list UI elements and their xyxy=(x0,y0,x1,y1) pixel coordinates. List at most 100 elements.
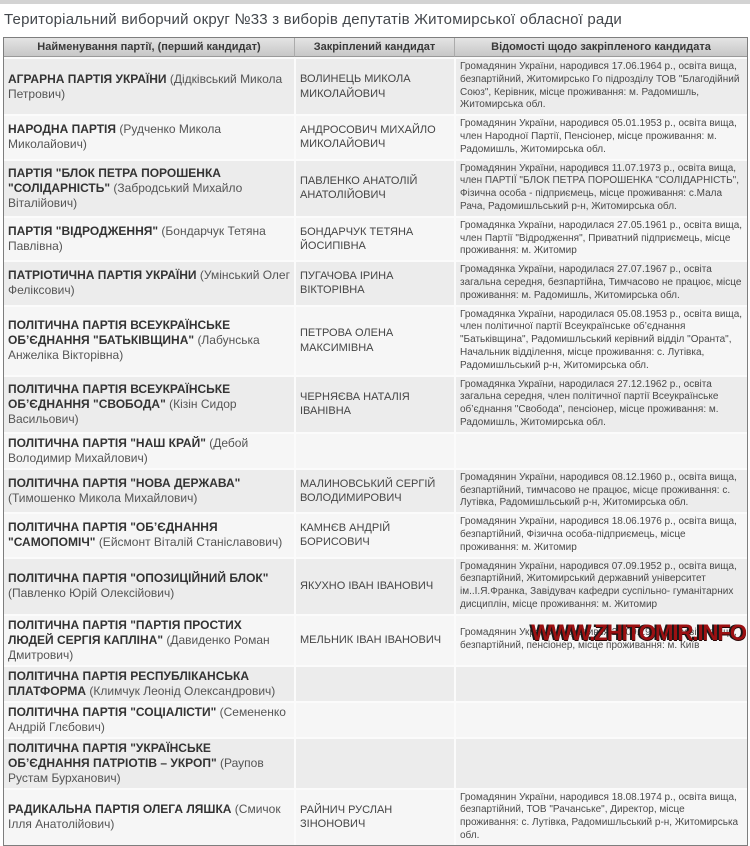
candidate-cell xyxy=(294,431,454,468)
first-candidate: (Дебой Володимир Михайлович) xyxy=(8,435,249,465)
table-row: ПОЛІТИЧНА ПАРТІЯ "НОВА ДЕРЖАВА" (Тимошен… xyxy=(4,467,747,513)
candidates-table: Найменування партії, (перший кандидат) З… xyxy=(4,38,747,845)
info-cell xyxy=(454,736,747,788)
party-name: ПОЛІТИЧНА ПАРТІЯ "ОПОЗИЦІЙНИЙ БЛОК" xyxy=(8,571,269,586)
party-cell: ПАРТІЯ "ВІДРОДЖЕННЯ" (Бондарчук Тетяна П… xyxy=(4,215,294,261)
first-candidate: (Лабунська Анжеліка Вікторівна) xyxy=(8,333,260,363)
info-cell: Громадянин України, народився 18.08.1974… xyxy=(454,787,747,845)
first-candidate: (Кізін Сидор Васильович) xyxy=(8,396,237,426)
candidate-cell: МАЛИНОВСЬКИЙ СЕРГІЙ ВОЛОДИМИРОВИЧ xyxy=(294,467,454,513)
table-row: НАРОДНА ПАРТІЯ (Рудченко Микола Миколайо… xyxy=(4,114,747,159)
candidate-cell: КАМНЄВ АНДРІЙ БОРИСОВИЧ xyxy=(294,512,454,557)
column-header-party: Найменування партії, (перший кандидат) xyxy=(4,38,294,57)
table-header: Найменування партії, (перший кандидат) З… xyxy=(4,38,747,57)
party-name: ПОЛІТИЧНА ПАРТІЯ "ПАРТІЯ ПРОСТИХ ЛЮДЕЙ С… xyxy=(8,617,242,647)
party-cell: ПАРТІЯ "БЛОК ПЕТРА ПОРОШЕНКА "СОЛІДАРНІС… xyxy=(4,158,294,216)
party-cell: ПОЛІТИЧНА ПАРТІЯ "СОЦІАЛІСТИ" (Семененко… xyxy=(4,700,294,737)
info-cell: Громадянин України, народився 11.07.1973… xyxy=(454,158,747,216)
party-name: ПАТРІОТИЧНА ПАРТІЯ УКРАЇНИ xyxy=(8,268,197,283)
party-name: ПОЛІТИЧНА ПАРТІЯ "ОБ’ЄДНАННЯ "САМОПОМІЧ" xyxy=(8,520,218,550)
info-cell xyxy=(454,431,747,468)
candidate-cell xyxy=(294,736,454,788)
candidate-cell: ПАВЛЕНКО АНАТОЛІЙ АНАТОЛІЙОВИЧ xyxy=(294,158,454,216)
column-header-info: Відомості щодо закріпленого кандидата xyxy=(454,38,747,57)
info-cell: Громадянин України, народився 18.06.1976… xyxy=(454,512,747,557)
table-row: РАДИКАЛЬНА ПАРТІЯ ОЛЕГА ЛЯШКА (Смичок Іл… xyxy=(4,787,747,845)
watermark-zhitomir-info: WWW.ZHITOMIR.INFO xyxy=(531,620,747,645)
party-cell: ПОЛІТИЧНА ПАРТІЯ ВСЕУКРАЇНСЬКЕ ОБ’ЄДНАНН… xyxy=(4,374,294,432)
first-candidate: (Умінський Олег Феліксович) xyxy=(8,268,290,298)
table-row: ПАРТІЯ "БЛОК ПЕТРА ПОРОШЕНКА "СОЛІДАРНІС… xyxy=(4,158,747,216)
candidate-cell: ЯКУХНО ІВАН ІВАНОВИЧ xyxy=(294,556,454,614)
party-name: ПОЛІТИЧНА ПАРТІЯ "СОЦІАЛІСТИ" xyxy=(8,704,217,719)
party-cell: ПОЛІТИЧНА ПАРТІЯ "НОВА ДЕРЖАВА" (Тимошен… xyxy=(4,467,294,513)
party-cell: АГРАРНА ПАРТІЯ УКРАЇНИ (Дідківський Мико… xyxy=(4,57,294,115)
party-name: ПОЛІТИЧНА ПАРТІЯ ВСЕУКРАЇНСЬКЕ ОБ’ЄДНАНН… xyxy=(8,381,231,411)
first-candidate: (Ейсмонт Віталій Станіславович) xyxy=(98,535,283,550)
table-row: ПОЛІТИЧНА ПАРТІЯ ВСЕУКРАЇНСЬКЕ ОБ’ЄДНАНН… xyxy=(4,304,747,375)
table-row: ПОЛІТИЧНА ПАРТІЯ ВСЕУКРАЇНСЬКЕ ОБ’ЄДНАНН… xyxy=(4,374,747,432)
info-cell: Громадянка України, народилася 27.05.196… xyxy=(454,215,747,261)
party-name: АГРАРНА ПАРТІЯ УКРАЇНИ xyxy=(8,71,167,86)
candidate-cell xyxy=(294,700,454,737)
party-cell: ПОЛІТИЧНА ПАРТІЯ РЕСПУБЛІКАНСЬКА ПЛАТФОР… xyxy=(4,664,294,701)
info-cell: Громадянка України, народилася 27.12.196… xyxy=(454,374,747,432)
candidate-cell: ПУГАЧОВА ІРИНА ВІКТОРІВНА xyxy=(294,260,454,305)
party-name: НАРОДНА ПАРТІЯ xyxy=(8,122,116,137)
party-name: ПАРТІЯ "ВІДРОДЖЕННЯ" xyxy=(8,223,159,238)
first-candidate: (Дідківський Микола Петрович) xyxy=(8,71,283,101)
candidate-cell: МЕЛЬНИК ІВАН ІВАНОВИЧ xyxy=(294,613,454,665)
candidate-cell xyxy=(294,664,454,701)
first-candidate: (Забродський Михайло Віталійович) xyxy=(8,180,243,210)
party-name: ПОЛІТИЧНА ПАРТІЯ "УКРАЇНСЬКЕ ОБ’ЄДНАННЯ … xyxy=(8,740,217,770)
first-candidate: (Климчук Леонід Олександрович) xyxy=(89,683,276,698)
table-row: ПОЛІТИЧНА ПАРТІЯ "УКРАЇНСЬКЕ ОБ’ЄДНАННЯ … xyxy=(4,736,747,788)
info-cell xyxy=(454,700,747,737)
party-name: РАДИКАЛЬНА ПАРТІЯ ОЛЕГА ЛЯШКА xyxy=(8,802,232,817)
table-row: ПОЛІТИЧНА ПАРТІЯ РЕСПУБЛІКАНСЬКА ПЛАТФОР… xyxy=(4,664,747,701)
info-cell: Громадянка України, народилася 27.07.196… xyxy=(454,260,747,305)
info-cell: Громадянин України, народився 05.01.1953… xyxy=(454,114,747,159)
top-strip xyxy=(0,0,750,4)
first-candidate: (Рудченко Микола Миколайович) xyxy=(8,122,222,152)
party-cell: ПОЛІТИЧНА ПАРТІЯ ВСЕУКРАЇНСЬКЕ ОБ’ЄДНАНН… xyxy=(4,304,294,375)
table-row: ПОЛІТИЧНА ПАРТІЯ "ОПОЗИЦІЙНИЙ БЛОК" (Пав… xyxy=(4,556,747,614)
party-cell: ПАТРІОТИЧНА ПАРТІЯ УКРАЇНИ (Умінський Ол… xyxy=(4,260,294,305)
party-name: ПАРТІЯ "БЛОК ПЕТРА ПОРОШЕНКА "СОЛІДАРНІС… xyxy=(8,165,221,195)
candidates-table-wrapper: Найменування партії, (перший кандидат) З… xyxy=(3,37,748,846)
table-row: АГРАРНА ПАРТІЯ УКРАЇНИ (Дідківський Мико… xyxy=(4,57,747,115)
table-row: ПАРТІЯ "ВІДРОДЖЕННЯ" (Бондарчук Тетяна П… xyxy=(4,215,747,261)
candidate-cell: БОНДАРЧУК ТЕТЯНА ЙОСИПІВНА xyxy=(294,215,454,261)
first-candidate: (Павленко Юрій Олексійович) xyxy=(8,586,175,601)
first-candidate: (Бондарчук Тетяна Павлівна) xyxy=(8,223,266,253)
info-cell: Громадянин України, народився 07.09.1952… xyxy=(454,556,747,614)
info-cell: Громадянин України, народився 08.12.1960… xyxy=(454,467,747,513)
party-cell: ПОЛІТИЧНА ПАРТІЯ "ОБ’ЄДНАННЯ "САМОПОМІЧ"… xyxy=(4,512,294,557)
candidate-cell: ПЕТРОВА ОЛЕНА МАКСИМІВНА xyxy=(294,304,454,375)
party-cell: ПОЛІТИЧНА ПАРТІЯ "УКРАЇНСЬКЕ ОБ’ЄДНАННЯ … xyxy=(4,736,294,788)
party-name: ПОЛІТИЧНА ПАРТІЯ "НОВА ДЕРЖАВА" xyxy=(8,475,241,490)
party-name: ПОЛІТИЧНА ПАРТІЯ "НАШ КРАЙ" xyxy=(8,435,206,450)
party-cell: НАРОДНА ПАРТІЯ (Рудченко Микола Миколайо… xyxy=(4,114,294,159)
candidate-cell: АНДРОСОВИЧ МИХАЙЛО МИКОЛАЙОВИЧ xyxy=(294,114,454,159)
party-cell: ПОЛІТИЧНА ПАРТІЯ "НАШ КРАЙ" (Дебой Волод… xyxy=(4,431,294,468)
party-cell: РАДИКАЛЬНА ПАРТІЯ ОЛЕГА ЛЯШКА (Смичок Іл… xyxy=(4,787,294,845)
candidate-cell: РАЙНИЧ РУСЛАН ЗІНОНОВИЧ xyxy=(294,787,454,845)
table-row: ПОЛІТИЧНА ПАРТІЯ "НАШ КРАЙ" (Дебой Волод… xyxy=(4,431,747,468)
party-cell: ПОЛІТИЧНА ПАРТІЯ "ПАРТІЯ ПРОСТИХ ЛЮДЕЙ С… xyxy=(4,613,294,665)
candidate-cell: ЧЕРНЯЄВА НАТАЛІЯ ІВАНІВНА xyxy=(294,374,454,432)
table-row: ПАТРІОТИЧНА ПАРТІЯ УКРАЇНИ (Умінський Ол… xyxy=(4,260,747,305)
table-row: ПОЛІТИЧНА ПАРТІЯ "ОБ’ЄДНАННЯ "САМОПОМІЧ"… xyxy=(4,512,747,557)
info-cell: Громадянка України, народилася 05.08.195… xyxy=(454,304,747,375)
table-row: ПОЛІТИЧНА ПАРТІЯ "СОЦІАЛІСТИ" (Семененко… xyxy=(4,700,747,737)
info-cell xyxy=(454,664,747,701)
page-title: Територіальний виборчий округ №33 з вибо… xyxy=(4,11,622,28)
party-cell: ПОЛІТИЧНА ПАРТІЯ "ОПОЗИЦІЙНИЙ БЛОК" (Пав… xyxy=(4,556,294,614)
party-name: ПОЛІТИЧНА ПАРТІЯ ВСЕУКРАЇНСЬКЕ ОБ’ЄДНАНН… xyxy=(8,318,231,348)
table-body: АГРАРНА ПАРТІЯ УКРАЇНИ (Дідківський Мико… xyxy=(4,57,747,845)
first-candidate: (Тимошенко Микола Михайлович) xyxy=(8,490,198,505)
info-cell: Громадянин України, народився 17.06.1964… xyxy=(454,57,747,115)
candidate-cell: ВОЛИНЕЦЬ МИКОЛА МИКОЛАЙОВИЧ xyxy=(294,57,454,115)
header-row: Найменування партії, (перший кандидат) З… xyxy=(4,38,747,57)
column-header-candidate: Закріплений кандидат xyxy=(294,38,454,57)
